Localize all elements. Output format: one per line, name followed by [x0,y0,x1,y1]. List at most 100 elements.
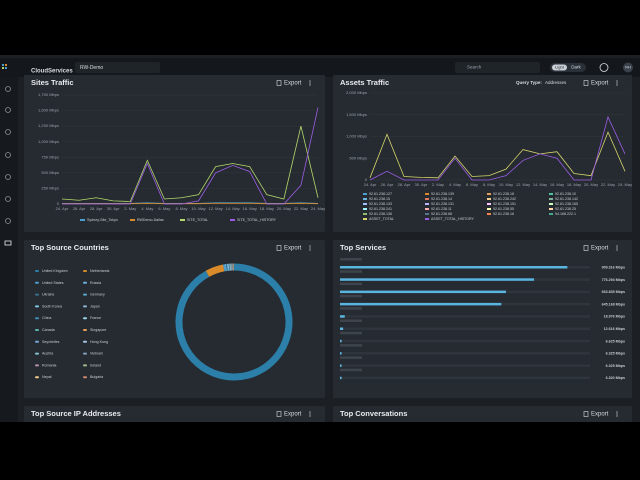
legend-swatch[interactable] [549,193,553,195]
export-icon[interactable] [583,80,589,86]
legend-label[interactable]: Ireland [90,363,101,367]
sidebar-icons[interactable] [4,86,12,246]
legend-label[interactable]: ASSET_TOTAL [369,217,394,221]
legend-swatch[interactable] [35,329,39,331]
legend-label[interactable]: Japan [90,304,100,308]
bar[interactable] [340,290,506,294]
search-box[interactable] [455,62,540,73]
legend-swatch[interactable] [549,203,553,205]
legend-swatch[interactable] [487,203,491,205]
theme-dark[interactable]: Dark [571,65,581,70]
legend-label[interactable]: 92.61.238.136 [369,212,392,216]
more-menu[interactable] [309,413,311,415]
bar[interactable] [340,352,342,355]
legend-swatch[interactable] [363,213,367,215]
legend-swatch[interactable] [83,376,87,379]
export-button[interactable]: Export [591,412,609,418]
legend-label[interactable]: 92.61.238.68 [431,212,452,216]
more-menu[interactable] [309,84,311,86]
legend-label[interactable]: Canada [42,328,55,332]
workspace-name[interactable]: RW-Demo [80,65,103,71]
legend-label[interactable]: 92.61.238.139 [431,192,454,196]
more-menu[interactable] [309,415,311,417]
more-menu[interactable] [616,415,618,417]
legend-swatch[interactable] [363,208,367,210]
help-icon[interactable] [599,63,609,72]
bar[interactable] [340,278,535,281]
legend-swatch[interactable] [35,376,39,379]
legend-label[interactable]: United States [42,281,64,285]
more-menu[interactable] [616,247,618,249]
legend-label[interactable]: 92.61.238.18 [493,192,514,196]
more-menu[interactable] [309,249,311,251]
bar[interactable] [340,339,342,343]
more-menu[interactable] [309,80,311,82]
more-menu[interactable] [616,82,618,84]
legend-label[interactable]: 94.168.222.1 [555,212,576,216]
legend-swatch[interactable] [425,213,429,215]
legend-swatch[interactable] [83,364,87,367]
legend-swatch[interactable] [35,281,39,284]
legend-label[interactable]: Netherlands [90,269,110,273]
legend-label[interactable]: 92.61.238.11 [431,207,452,211]
legend-label[interactable]: France [90,316,101,320]
legend-swatch[interactable] [83,317,87,320]
export-button[interactable]: Export [284,246,302,252]
more-menu[interactable] [616,413,618,415]
export-icon[interactable] [276,80,282,86]
app-grid-icon[interactable] [2,64,7,69]
legend-label[interactable]: 92.61.238.14 [431,197,452,201]
legend-swatch[interactable] [180,219,185,221]
avatar[interactable] [623,62,633,73]
legend-swatch[interactable] [487,193,491,195]
bar[interactable] [340,376,342,380]
legend-swatch[interactable] [363,193,367,195]
legend-swatch[interactable] [83,281,87,284]
legend-label[interactable]: 92.61.238.151 [493,202,516,206]
legend-swatch[interactable] [487,213,491,215]
legend-label[interactable]: Russia [90,281,101,285]
legend-swatch[interactable] [35,293,39,296]
legend-label[interactable]: SITE_TOTAL_HISTORY [237,218,277,222]
bar[interactable] [340,327,344,331]
more-menu[interactable] [616,84,618,86]
more-menu[interactable] [309,82,311,84]
more-menu[interactable] [309,247,311,249]
legend-swatch[interactable] [425,218,429,220]
query-type-value[interactable]: Addresses [545,80,567,85]
export-button[interactable]: Export [591,81,609,87]
legend-swatch[interactable] [35,305,39,308]
legend-swatch[interactable] [363,198,367,200]
export-icon[interactable] [583,245,589,251]
legend-label[interactable]: 92.61.238.142 [555,197,578,201]
legend-swatch[interactable] [549,198,553,200]
legend-swatch[interactable] [425,208,429,210]
legend-label[interactable]: 92.61.238.131 [431,202,454,206]
theme-light[interactable]: Light [555,65,565,70]
legend-label[interactable]: Germany [90,293,105,297]
workspace-select[interactable] [75,62,160,73]
legend-swatch[interactable] [83,293,87,296]
legend-swatch[interactable] [83,340,87,343]
legend-label[interactable]: 92.61.238.10 [555,192,576,196]
legend-label[interactable]: Singapore [90,328,106,332]
legend-label[interactable]: United Kingdom [42,269,68,273]
legend-label[interactable]: 92.61.238.127 [369,192,392,196]
legend-swatch[interactable] [130,219,135,221]
legend-swatch[interactable] [425,203,429,205]
legend-swatch[interactable] [83,305,87,308]
legend-label[interactable]: Romania [42,363,56,367]
legend-swatch[interactable] [363,218,367,220]
legend-swatch[interactable] [35,270,39,272]
legend-swatch[interactable] [549,208,553,210]
legend-label[interactable]: 92.61.238.241 [369,207,392,211]
legend-swatch[interactable] [487,208,491,210]
legend-swatch[interactable] [35,352,39,355]
legend-swatch[interactable] [83,352,87,355]
export-icon[interactable] [276,411,282,417]
legend-label[interactable]: Ukraine [42,293,54,297]
legend-swatch[interactable] [83,329,87,331]
legend-label[interactable]: SITE_TOTAL [187,218,208,222]
legend-label[interactable]: Bulgaria [90,375,103,379]
legend-label[interactable]: 92.61.238.242 [493,197,516,201]
